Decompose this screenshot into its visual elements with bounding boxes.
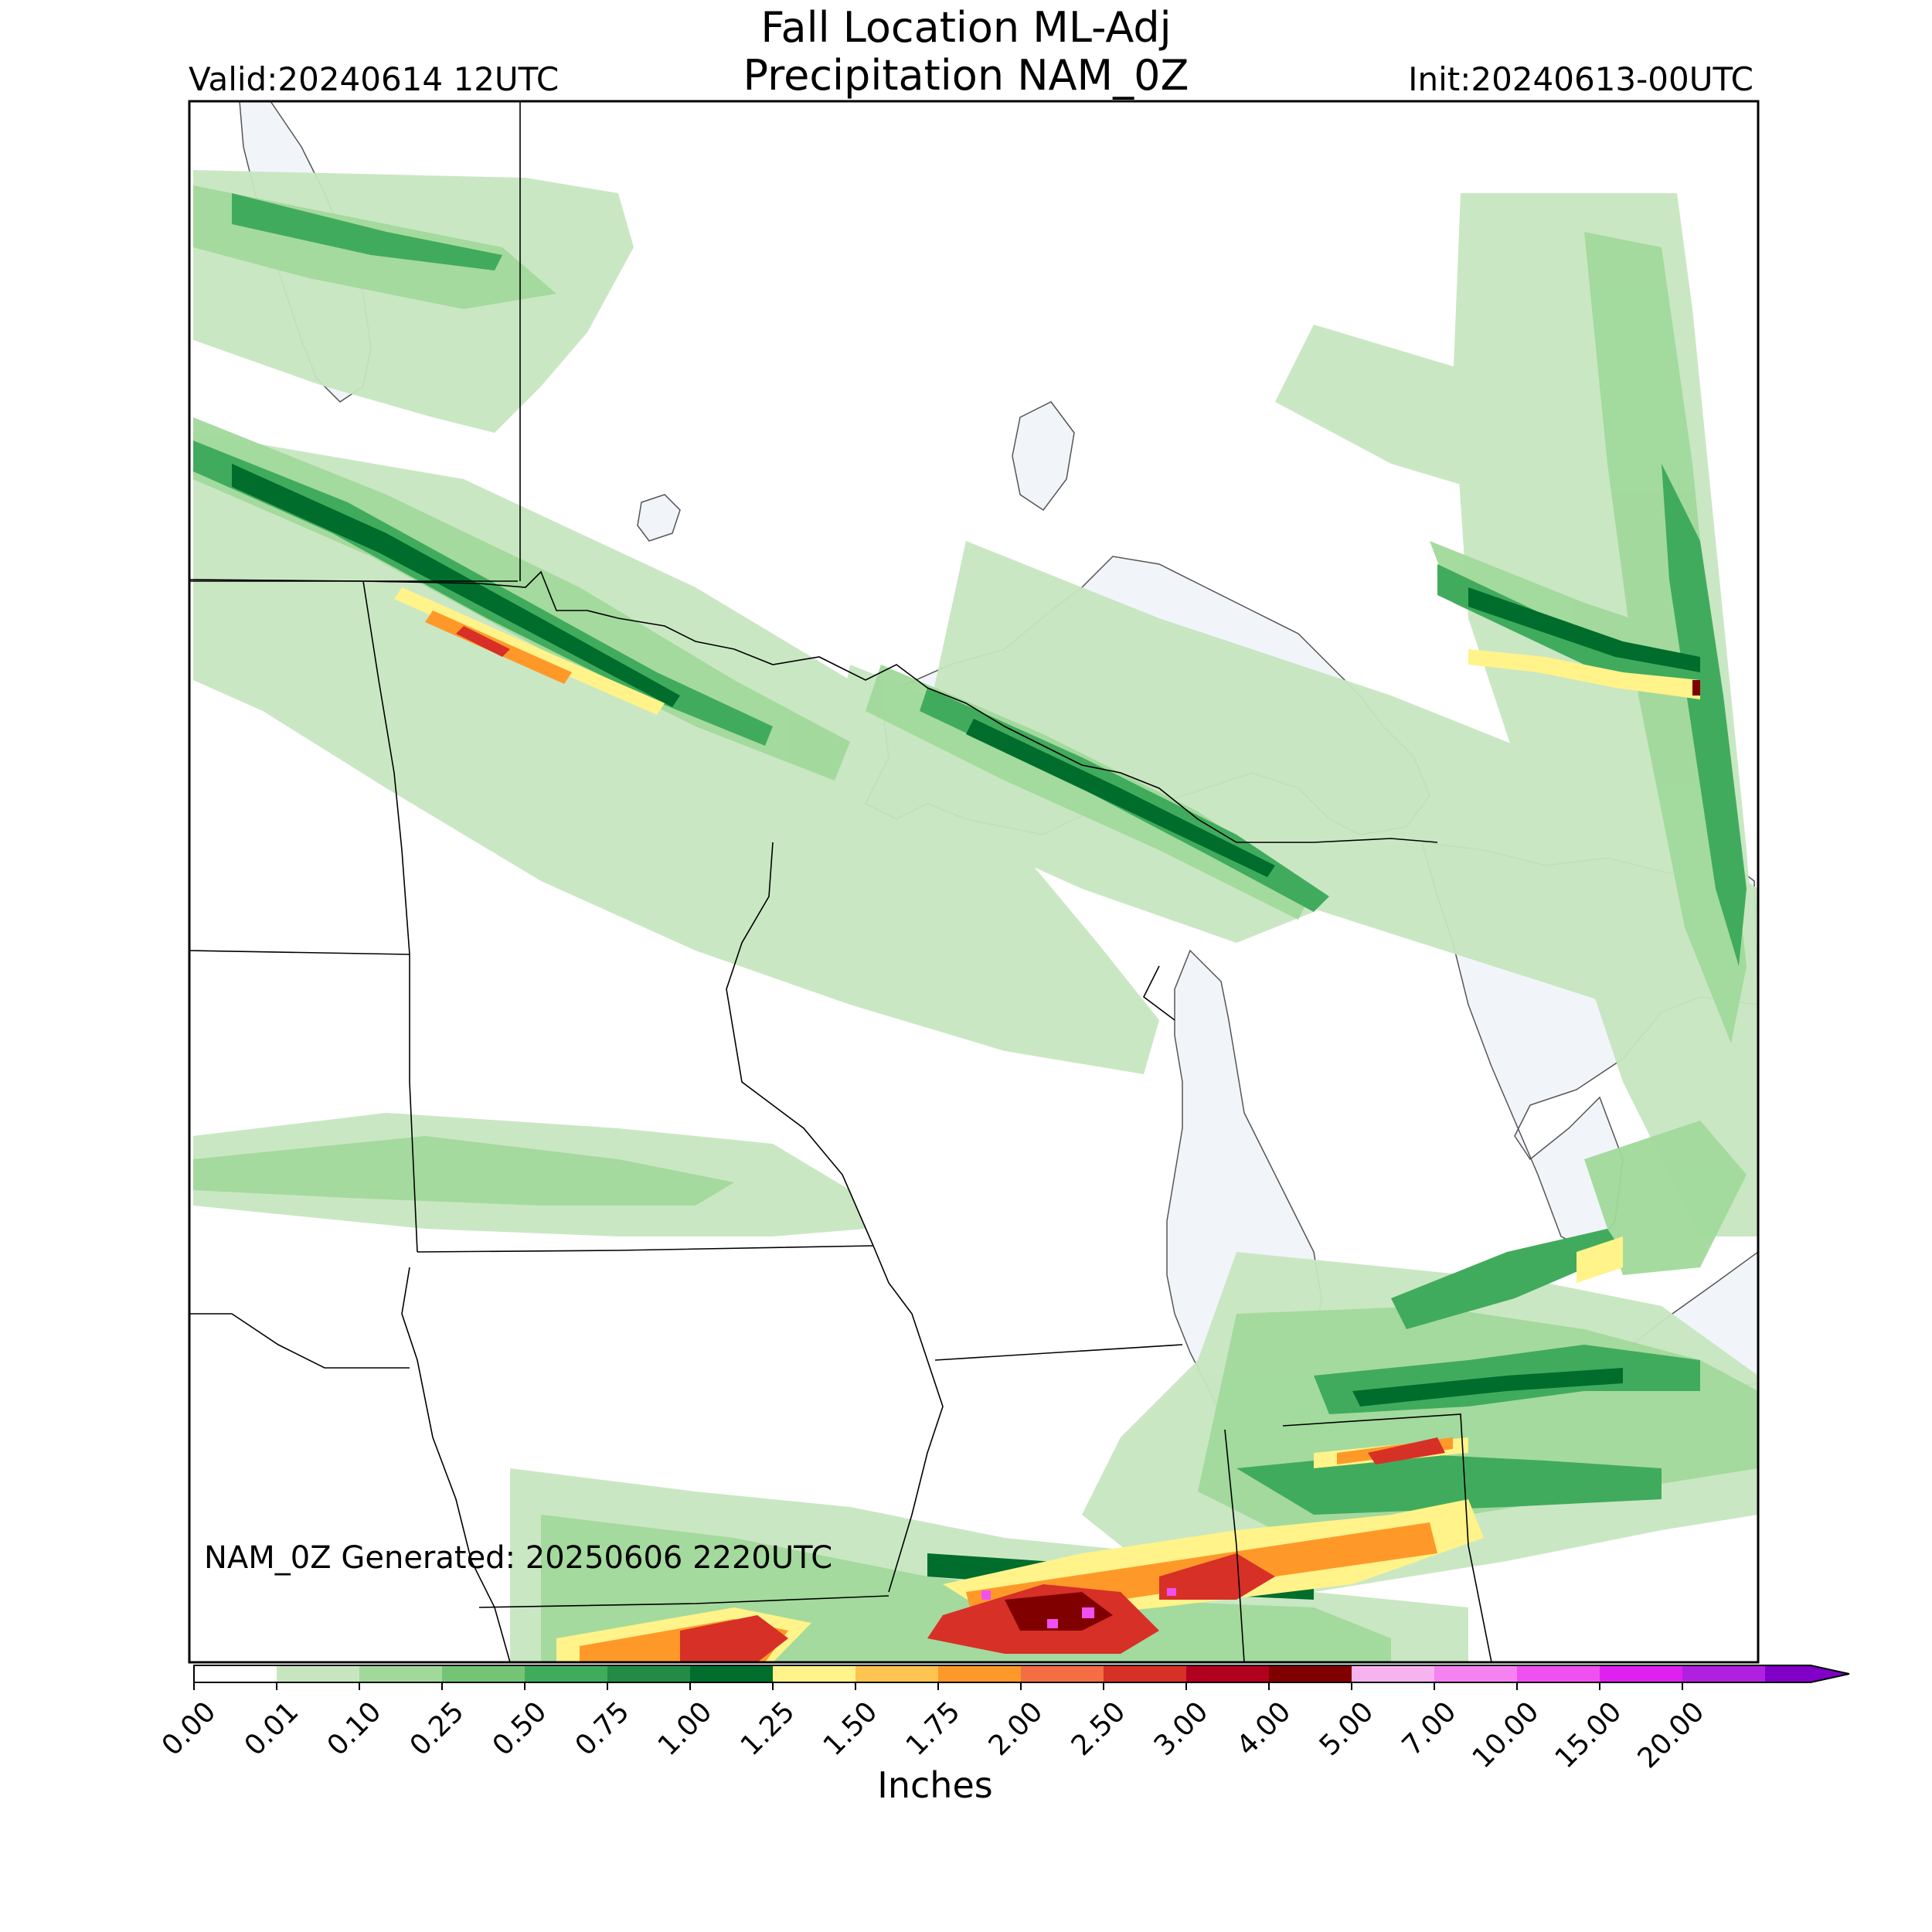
colorbar-swatch (1104, 1665, 1186, 1682)
border-indiana-ohio (1282, 1413, 1492, 1662)
colorbar: 0.00 0.01 0.10 0.25 0.50 0.75 1.00 1.25 1.50 1.75… (156, 1665, 1850, 1774)
border-iowa-missouri (478, 1595, 889, 1608)
colorbar-swatch (359, 1665, 442, 1682)
colorbar-tick-label: 1.25 (735, 1696, 801, 1762)
map-frame (188, 100, 1760, 1664)
lake-of-the-woods (637, 494, 681, 542)
map-area (189, 101, 1758, 1662)
border-minnesota-wisconsin (726, 842, 874, 1247)
colorbar-tick-label: 0.25 (404, 1696, 471, 1762)
border-iowa-west (401, 1267, 511, 1662)
map-title-line-2: Precipitation NAM_0Z (743, 51, 1189, 100)
border-illinois-indiana (1224, 1429, 1245, 1662)
colorbar-tick-label: 3.00 (1148, 1696, 1215, 1762)
map-title-line-1: Fall Location ML-Adj (760, 3, 1172, 52)
colorbar-tick-label: 0.10 (321, 1696, 388, 1762)
colorbar-tick-label: 0.50 (487, 1696, 553, 1762)
colorbar-swatch (1186, 1665, 1269, 1682)
colorbar-swatch (1765, 1665, 1849, 1682)
colorbar-swatch (1269, 1665, 1352, 1682)
border-michigan-wisconsin (1142, 965, 1175, 1021)
colorbar-tick-label: 4.00 (1231, 1696, 1298, 1762)
colorbar-swatch (442, 1665, 525, 1682)
colorbar-swatch (773, 1665, 855, 1682)
colorbar-tick-label: 0.00 (156, 1696, 223, 1762)
colorbar-swatch (607, 1665, 690, 1682)
colorbar-tick-label: 0.01 (239, 1696, 305, 1762)
precipitation-field (193, 170, 1758, 1662)
colorbar-swatch (194, 1665, 277, 1682)
border-north-south-dakota (189, 950, 410, 955)
colorbar-tick-label: 1.00 (652, 1696, 719, 1762)
colorbar-swatch (1434, 1665, 1517, 1682)
state-borders (189, 101, 1492, 1662)
border-us-canada (189, 570, 1438, 843)
colorbar-tick-label: 10.00 (1467, 1696, 1546, 1774)
colorbar-swatch (690, 1665, 773, 1682)
colorbar-swatch (938, 1665, 1021, 1682)
colorbar-swatch (1600, 1665, 1682, 1682)
colorbar-tick-label: 5.00 (1314, 1696, 1380, 1762)
colorbar-tick-label: 15.00 (1549, 1696, 1628, 1774)
colorbar-swatch (855, 1665, 938, 1682)
colorbar-unit-label: Inches (877, 1764, 993, 1806)
init-time-label: Init:20240613-00UTC (1408, 60, 1753, 98)
border-minnesota-iowa (417, 1245, 874, 1253)
colorbar-outline (193, 1665, 1850, 1683)
colorbar-swatch (1682, 1665, 1765, 1682)
colorbar-tick-label: 1.75 (900, 1696, 967, 1762)
colorbar-swatch (277, 1665, 359, 1682)
colorbar-tick-label: 20.00 (1632, 1696, 1711, 1774)
border-wisconsin-illinois (934, 1344, 1183, 1361)
colorbar-swatch (1352, 1665, 1434, 1682)
colorbar-swatch (525, 1665, 607, 1682)
colorbar-swatch (1517, 1665, 1600, 1682)
border-iowa-illinois (872, 1245, 944, 1593)
colorbar-tick-label: 2.00 (983, 1696, 1049, 1762)
border-south-dakota-nebraska (189, 1313, 410, 1369)
colorbar-tick-label: 7.00 (1396, 1696, 1463, 1762)
valid-time-label: Valid:20240614 12UTC (189, 60, 560, 98)
lake-nipigon (1012, 401, 1075, 512)
border-minnesota-west (362, 580, 418, 1253)
generated-timestamp: NAM_0Z Generated: 20250606 2220UTC (204, 1540, 833, 1576)
colorbar-tick-label: 0.75 (570, 1696, 636, 1762)
colorbar-swatch (1021, 1665, 1104, 1682)
colorbar-tick-label: 1.50 (818, 1696, 884, 1762)
colorbar-tick-label: 2.50 (1066, 1696, 1132, 1762)
